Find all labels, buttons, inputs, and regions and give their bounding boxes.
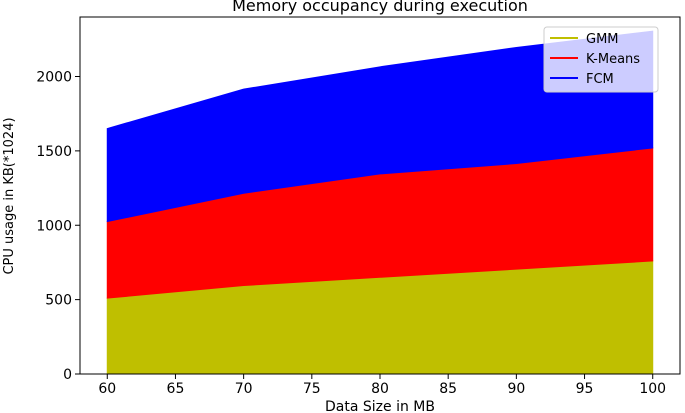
legend-label: K-Means [586, 52, 640, 67]
y-axis-label: CPU usage in KB(*1024) [2, 117, 17, 274]
x-tick-label: 75 [303, 381, 321, 397]
y-tick-label: 0 [63, 367, 72, 383]
area-fcm [106, 30, 654, 223]
y-tick-label: 1500 [36, 144, 72, 160]
x-tick-label: 80 [371, 381, 389, 397]
x-tick-label: 90 [507, 381, 525, 397]
y-tick-label: 2000 [36, 70, 72, 86]
x-tick-label: 65 [167, 381, 185, 397]
x-tick-label: 60 [98, 381, 116, 397]
x-tick-label: 100 [639, 381, 666, 397]
y-tick-label: 500 [45, 293, 72, 309]
legend-box [543, 26, 659, 93]
chart-title: Memory occupancy during execution [232, 0, 528, 15]
legend: GMM K-Means FCM [543, 26, 659, 93]
legend-label: GMM [586, 32, 619, 47]
x-tick-label: 85 [439, 381, 457, 397]
y-axis-ticks: 0 500 1000 1500 2000 [36, 70, 80, 383]
x-tick-label: 95 [576, 381, 594, 397]
x-tick-label: 70 [235, 381, 253, 397]
x-axis-label: Data Size in MB [325, 399, 435, 413]
series-areas [106, 30, 654, 375]
x-axis-ticks: 60 65 70 75 80 85 90 95 100 [98, 374, 666, 397]
legend-label: FCM [586, 72, 614, 87]
y-tick-label: 1000 [36, 218, 72, 234]
